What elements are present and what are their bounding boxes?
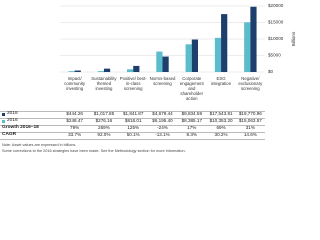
bar xyxy=(214,37,222,72)
row-label: Growth 2016–18 xyxy=(2,125,39,130)
x-tick-label: Sustainability themed investing xyxy=(91,76,117,91)
note: Note: Asset values are expressed in bill… xyxy=(2,143,77,147)
table-cell: 31% xyxy=(245,125,255,130)
value-label: $4,679.44 xyxy=(152,111,173,116)
value-label: $444.26 xyxy=(66,111,83,116)
bar xyxy=(250,6,257,73)
legend-swatch xyxy=(2,112,5,116)
table-cell: 69% xyxy=(216,125,226,130)
table-cell: -13.1% xyxy=(155,132,170,137)
table-rule xyxy=(0,118,265,119)
table-cell: 269% xyxy=(98,125,110,130)
table-cell: 79% xyxy=(70,125,80,130)
y-tick-label: $0 xyxy=(268,69,274,74)
y-tick-label: $10000 xyxy=(268,36,284,41)
bar xyxy=(221,14,228,72)
bar xyxy=(133,65,140,72)
legend-swatch xyxy=(2,119,5,123)
bar xyxy=(185,44,192,72)
note: Some corrections to the 2016 strategies … xyxy=(2,148,186,153)
table-cell: 8.3% xyxy=(186,132,198,137)
x-tick-label: Positive/ best-in-class screening xyxy=(119,76,147,91)
y-tick-label: $5000 xyxy=(268,53,281,58)
value-label: $1,841.87 xyxy=(122,111,144,116)
x-tick-label: Impact/ community investing xyxy=(64,76,86,91)
x-tick-label: Negative/ exclusionary screening xyxy=(238,76,263,91)
bar xyxy=(97,71,104,72)
bar xyxy=(127,69,134,72)
value-label: $10,353.20 xyxy=(209,118,233,123)
value-label: $1,017.85 xyxy=(93,111,115,116)
table-rule xyxy=(0,132,265,133)
table-rule xyxy=(0,139,265,140)
value-label: $15,063.57 xyxy=(238,118,262,123)
bar xyxy=(191,39,198,72)
legend-label: 2016 xyxy=(7,118,18,123)
bar xyxy=(244,22,251,72)
bar xyxy=(103,68,111,72)
value-label: $248.47 xyxy=(66,118,83,123)
bar xyxy=(156,51,163,72)
page: $0 $5000 $10000 $15000 $20000 Billions Impact… xyxy=(0,3,297,153)
value-label: $6,195.40 xyxy=(152,118,173,123)
table-cell: -24% xyxy=(157,125,168,130)
bar xyxy=(68,71,75,72)
bar xyxy=(162,56,169,72)
table-rule xyxy=(0,125,265,126)
value-label: $818.01 xyxy=(124,118,142,123)
y-tick-label: $20000 xyxy=(268,3,284,8)
table-cell: 92.0% xyxy=(97,132,111,137)
table-cell: 17% xyxy=(187,125,197,130)
chart: $0 $5000 $10000 $15000 $20000 Billions xyxy=(60,3,296,74)
table-rule xyxy=(0,111,265,112)
x-tick-label: Corporate engagement and shareholder act… xyxy=(179,76,204,101)
row-label: CAGR xyxy=(2,132,17,137)
bar xyxy=(74,70,81,72)
y-axis-label: Billions xyxy=(291,31,296,46)
y-tick-label: $15000 xyxy=(268,20,284,25)
legend-label: 2018 xyxy=(7,111,18,116)
table-cell: 125% xyxy=(127,125,140,130)
x-tick-label: Norms-based screening xyxy=(149,76,176,86)
table-cell: 33.7% xyxy=(68,132,82,137)
value-label: $276.16 xyxy=(95,118,113,123)
value-label: $19,770.96 xyxy=(238,111,262,116)
table-cell: 14.6% xyxy=(243,132,257,137)
x-tick-label: ESG integration xyxy=(211,76,232,86)
table-cell: 30.2% xyxy=(214,132,228,137)
value-label: $9,834.59 xyxy=(181,111,202,116)
table-cell: 50.1% xyxy=(126,132,140,137)
value-label: $17,543.81 xyxy=(209,111,233,116)
value-label: $8,385.17 xyxy=(181,118,202,123)
